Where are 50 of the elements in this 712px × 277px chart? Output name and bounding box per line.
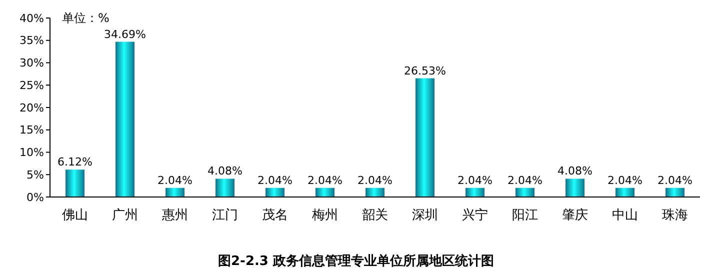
text: 图2-2.3 政务信息管理专业单位所属地区统计图 bbox=[218, 253, 494, 269]
y-tick-label: 10% bbox=[20, 146, 44, 160]
x-tick-label: 阳江 bbox=[512, 208, 538, 223]
bar bbox=[266, 188, 284, 197]
data-label: 2.04% bbox=[258, 174, 292, 187]
x-tick-label: 惠州 bbox=[161, 208, 188, 223]
data-label: 26.53% bbox=[404, 64, 446, 78]
bar bbox=[116, 42, 134, 197]
x-tick-label: 肇庆 bbox=[562, 208, 588, 223]
bar bbox=[216, 178, 234, 197]
data-label: 2.04% bbox=[308, 174, 342, 187]
x-tick-label: 佛山 bbox=[62, 208, 88, 223]
x-tick-label: 梅州 bbox=[311, 208, 338, 223]
y-tick-label: 30% bbox=[20, 56, 44, 70]
bar bbox=[666, 188, 684, 197]
y-tick-label: 0% bbox=[26, 190, 44, 204]
x-tick-label: 中山 bbox=[612, 208, 638, 223]
data-label: 2.04% bbox=[658, 174, 692, 187]
bar bbox=[616, 188, 634, 197]
data-label: 2.04% bbox=[608, 174, 642, 187]
bar bbox=[316, 188, 334, 197]
data-label: 2.04% bbox=[508, 174, 542, 187]
bar bbox=[66, 170, 84, 197]
y-tick-label: 25% bbox=[20, 78, 44, 92]
annotation: 单位：% bbox=[62, 11, 110, 25]
x-tick-label: 韶关 bbox=[362, 208, 388, 223]
bar bbox=[516, 188, 534, 197]
data-label: 4.08% bbox=[558, 164, 592, 178]
y-tick-label: 20% bbox=[20, 101, 44, 114]
data-label: 4.08% bbox=[208, 164, 242, 178]
data-label: 6.12% bbox=[58, 156, 92, 169]
y-tick-label: 40% bbox=[20, 12, 44, 25]
data-label: 2.04% bbox=[358, 174, 392, 187]
bar bbox=[366, 188, 384, 197]
x-tick-label: 深圳 bbox=[412, 208, 438, 223]
bar bbox=[466, 188, 484, 197]
y-tick-label: 35% bbox=[20, 34, 44, 48]
x-tick-label: 广州 bbox=[112, 208, 138, 223]
x-tick-label: 茂名 bbox=[262, 208, 288, 223]
x-tick-label: 珠海 bbox=[662, 208, 688, 223]
x-tick-label: 江门 bbox=[212, 207, 238, 223]
data-label: 2.04% bbox=[158, 174, 192, 187]
bar bbox=[166, 188, 184, 197]
bar bbox=[566, 178, 584, 197]
y-tick-label: 15% bbox=[20, 124, 44, 137]
bar bbox=[416, 78, 434, 197]
x-tick-label: 兴宁 bbox=[462, 207, 488, 223]
data-label: 34.69% bbox=[104, 28, 146, 41]
y-tick-label: 5% bbox=[26, 168, 44, 182]
data-label: 2.04% bbox=[458, 174, 492, 187]
